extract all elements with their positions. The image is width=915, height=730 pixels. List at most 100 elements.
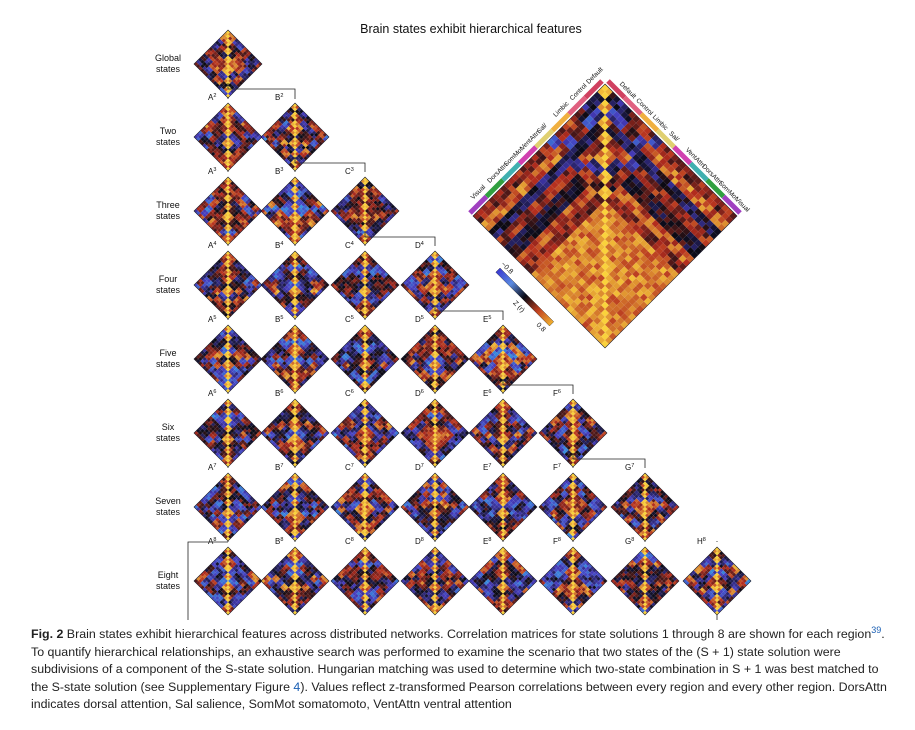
state-label-C5: C5 [345,315,354,324]
state-label-D5: D5 [415,315,424,324]
state-matrix-A7 [193,472,263,542]
large-correlation-matrix [472,83,738,349]
hierarchy-figure: Brain states exhibit hierarchical featur… [155,22,752,620]
network-band-left-6 [567,95,588,116]
caption-text-1: Brain states exhibit hierarchical featur… [63,627,872,641]
state-label-B6: B6 [275,389,283,398]
state-matrix-C4 [330,250,400,320]
state-matrix-C8 [330,546,400,616]
colorbar-title: Z (r) [511,300,525,314]
network-band-left-2 [501,161,522,182]
state-label-E6: E6 [483,389,491,398]
state-matrix-G8 [610,546,680,616]
state-label-D6: D6 [415,389,424,398]
state-matrix-B3 [260,176,330,246]
state-label-D4: D4 [415,241,424,250]
network-band-right-6 [705,178,726,199]
state-label-B2: B2 [275,93,283,102]
network-band-left-4 [534,128,555,149]
state-label-C8: C8 [345,537,354,546]
state-label-A7: A7 [208,463,216,472]
state-label-B5: B5 [275,315,283,324]
state-matrix-A5 [193,324,263,394]
row-label-5: Six states [156,422,181,443]
network-band-right-7 [721,194,742,215]
state-matrix-H8 [682,546,752,616]
state-label-C4: C4 [345,241,354,250]
state-label-C6: C6 [345,389,354,398]
network-band-right-4 [672,145,693,166]
state-matrix-B7 [260,472,330,542]
state-label-B7: B7 [275,463,283,472]
network-band-right-0 [606,79,627,100]
state-matrix-B6 [260,398,330,468]
row-label-4: Five states [156,348,181,369]
row-label-2: Three states [156,200,181,221]
state-matrix-E5 [468,324,538,394]
state-matrix-A6 [193,398,263,468]
state-matrix-B8 [260,546,330,616]
state-matrix-D8 [400,546,470,616]
state-matrix-C7 [330,472,400,542]
state-matrix-A2 [193,102,263,172]
state-matrix-C5 [330,324,400,394]
state-matrix-D4 [400,250,470,320]
state-label-B8: B8 [275,537,283,546]
figure-caption: Fig. 2 Brain states exhibit hierarchical… [31,624,891,714]
state-label-A2: A2 [208,93,216,102]
state-label-E8: E8 [483,537,491,546]
state-label-A8: A8 [208,537,216,546]
row-label-1: Two states [156,126,181,147]
state-matrix-G7 [610,472,680,542]
state-label-F7: F7 [553,463,561,472]
state-matrix-D7 [400,472,470,542]
colorbar-max-label: 0.8 [535,322,547,334]
state-matrix-A4 [193,250,263,320]
citation-link[interactable]: 39 [871,624,882,635]
state-label-F8: F8 [553,537,561,546]
state-matrix-E7 [468,472,538,542]
state-label-D8: D8 [415,537,424,546]
state-label-G7: G7 [625,463,634,472]
network-band-left-7 [583,79,604,100]
state-label-E5: E5 [483,315,491,324]
state-label-A5: A5 [208,315,216,324]
state-matrix-F8 [538,546,608,616]
caption-text-2: . To quantify hierarchical relationships… [31,627,885,694]
state-matrix-E6 [468,398,538,468]
state-label-G8: G8 [625,537,634,546]
state-label-A4: A4 [208,241,216,250]
state-matrix-A3 [193,176,263,246]
figure-title: Brain states exhibit hierarchical featur… [360,22,582,36]
figure-label: Fig. 2 [31,627,64,641]
network-band-left-1 [484,178,505,199]
network-band-right-3 [655,128,676,149]
state-matrix-C3 [330,176,400,246]
state-matrix-F7 [538,472,608,542]
state-label-D7: D7 [415,463,424,472]
state-matrix-B2 [260,102,330,172]
state-label-A6: A6 [208,389,216,398]
split-bracket-4 [502,379,574,393]
split-bracket-5 [572,453,646,467]
supplementary-figure-link[interactable]: 4 [293,679,301,694]
state-label-B4: B4 [275,241,283,250]
network-band-right-1 [622,95,643,116]
caption-text-3: ). Values reflect z-transformed Pearson … [31,679,887,712]
row-label-3: Four states [156,274,181,295]
state-label-E7: E7 [483,463,491,472]
state-matrix-D5 [400,324,470,394]
network-matrix-detail: VisualDorsAttnSomMotVentAttnSal/LimbicCo… [468,66,751,349]
row-label-7: Eight states [156,570,181,591]
state-label-A3: A3 [208,167,216,176]
state-matrix-A8 [193,546,263,616]
state-matrix-D6 [400,398,470,468]
split-bracket-0 [227,83,296,97]
state-matrix-global [193,29,263,99]
split-bracket-3 [434,305,504,319]
network-band-left-5 [550,112,571,133]
network-band-left-0 [468,194,489,215]
network-band-left-3 [517,145,538,166]
network-band-right-5 [688,161,709,182]
split-bracket-6 [187,541,718,620]
